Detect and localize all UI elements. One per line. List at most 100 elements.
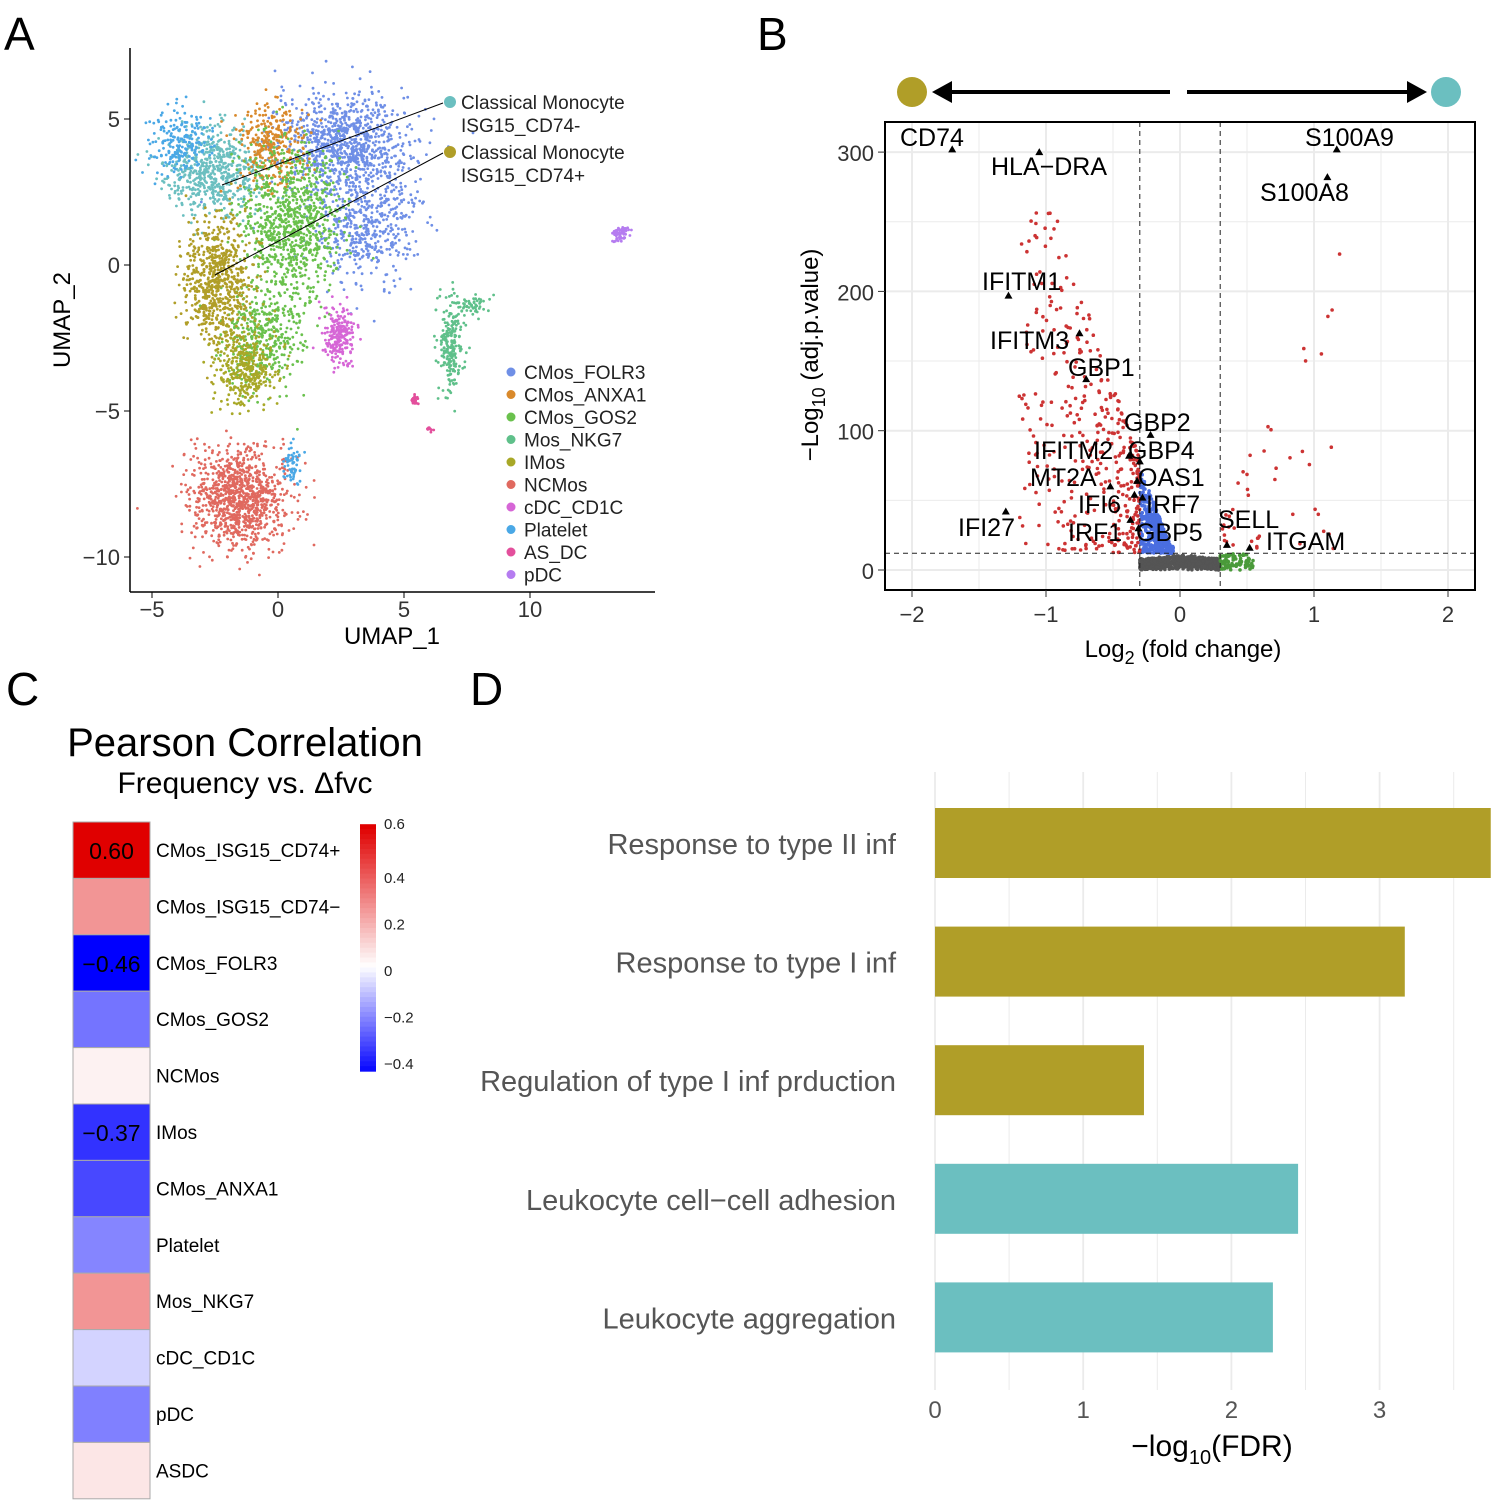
umap-point (274, 157, 278, 161)
umap-point (292, 217, 296, 221)
umap-point (315, 194, 319, 197)
umap-point (328, 133, 332, 137)
umap-point (357, 163, 361, 167)
umap-point (345, 181, 348, 185)
umap-point (288, 337, 292, 341)
umap-point (224, 296, 228, 299)
umap-point (323, 278, 327, 282)
umap-point (355, 100, 359, 104)
umap-point (205, 129, 209, 133)
umap-point (308, 296, 311, 299)
umap-point (290, 240, 294, 244)
umap-point (236, 244, 240, 248)
umap-point (393, 198, 397, 201)
umap-point (375, 218, 379, 222)
umap-point (244, 363, 248, 367)
umap-point (401, 253, 405, 256)
umap-point (369, 271, 373, 275)
umap-point (207, 246, 211, 250)
umap-point (272, 330, 276, 333)
umap-point (351, 208, 354, 212)
umap-point (260, 230, 263, 233)
umap-point (336, 204, 340, 208)
umap-point (169, 134, 173, 138)
umap-point (283, 336, 287, 340)
umap-point (320, 134, 324, 138)
umap-point (164, 120, 168, 124)
umap-point (380, 105, 383, 109)
umap-point (335, 233, 339, 237)
umap-point (388, 126, 391, 129)
umap-point (341, 235, 345, 238)
umap-point (303, 167, 306, 171)
umap-point (179, 150, 183, 154)
umap-point (228, 202, 232, 206)
umap-point (298, 195, 302, 199)
umap-point (210, 411, 214, 414)
umap-point (260, 306, 263, 310)
umap-point (205, 233, 209, 237)
umap-point (333, 193, 336, 197)
umap-point (234, 324, 238, 328)
umap-point (391, 109, 395, 112)
umap-point (246, 132, 250, 136)
umap-point (202, 250, 206, 254)
umap-point (263, 270, 267, 274)
umap-point (397, 189, 401, 193)
umap-point (213, 215, 217, 219)
umap-point (279, 135, 283, 139)
umap-point (173, 127, 177, 131)
umap-point (293, 191, 296, 195)
umap-point (213, 154, 216, 157)
umap-point (393, 172, 397, 176)
umap-point (241, 283, 245, 287)
umap-point (306, 285, 310, 288)
umap-point (266, 133, 269, 137)
umap-point (398, 131, 401, 135)
umap-point (359, 115, 363, 119)
umap-point (372, 174, 375, 178)
umap-point (338, 156, 342, 160)
umap-point (331, 150, 335, 154)
umap-point (374, 189, 377, 193)
umap-point (242, 403, 246, 407)
umap-point (359, 138, 363, 141)
umap-point (216, 133, 220, 137)
umap-point (295, 160, 299, 163)
umap-point (235, 402, 239, 406)
umap-point (219, 300, 222, 304)
umap-point (235, 366, 239, 370)
umap-point (221, 284, 225, 288)
umap-point (255, 289, 259, 293)
umap-point (315, 294, 319, 298)
umap-point (396, 232, 400, 236)
umap-point (359, 284, 363, 288)
umap-point (396, 217, 399, 221)
umap-point (247, 375, 251, 379)
umap-point (352, 122, 355, 126)
umap-point (366, 186, 369, 190)
umap-point (302, 248, 306, 252)
umap-point (204, 192, 208, 196)
umap-point (229, 250, 233, 254)
umap-point (270, 238, 274, 242)
umap-point (241, 267, 245, 270)
umap-point (229, 366, 233, 369)
umap-point (157, 137, 161, 140)
umap-point (238, 163, 242, 167)
umap-point (189, 221, 193, 225)
umap-point (351, 65, 354, 69)
umap-point (223, 311, 227, 315)
umap-point (258, 172, 261, 176)
umap-point (178, 172, 181, 176)
umap-point (267, 253, 271, 257)
umap-point (153, 182, 157, 186)
umap-point (212, 339, 216, 343)
umap-point (377, 135, 381, 138)
umap-point (384, 151, 388, 155)
umap-point (136, 153, 140, 156)
umap-point (213, 157, 216, 160)
umap-point (343, 199, 347, 203)
umap-point (335, 245, 339, 249)
umap-point (246, 222, 250, 226)
